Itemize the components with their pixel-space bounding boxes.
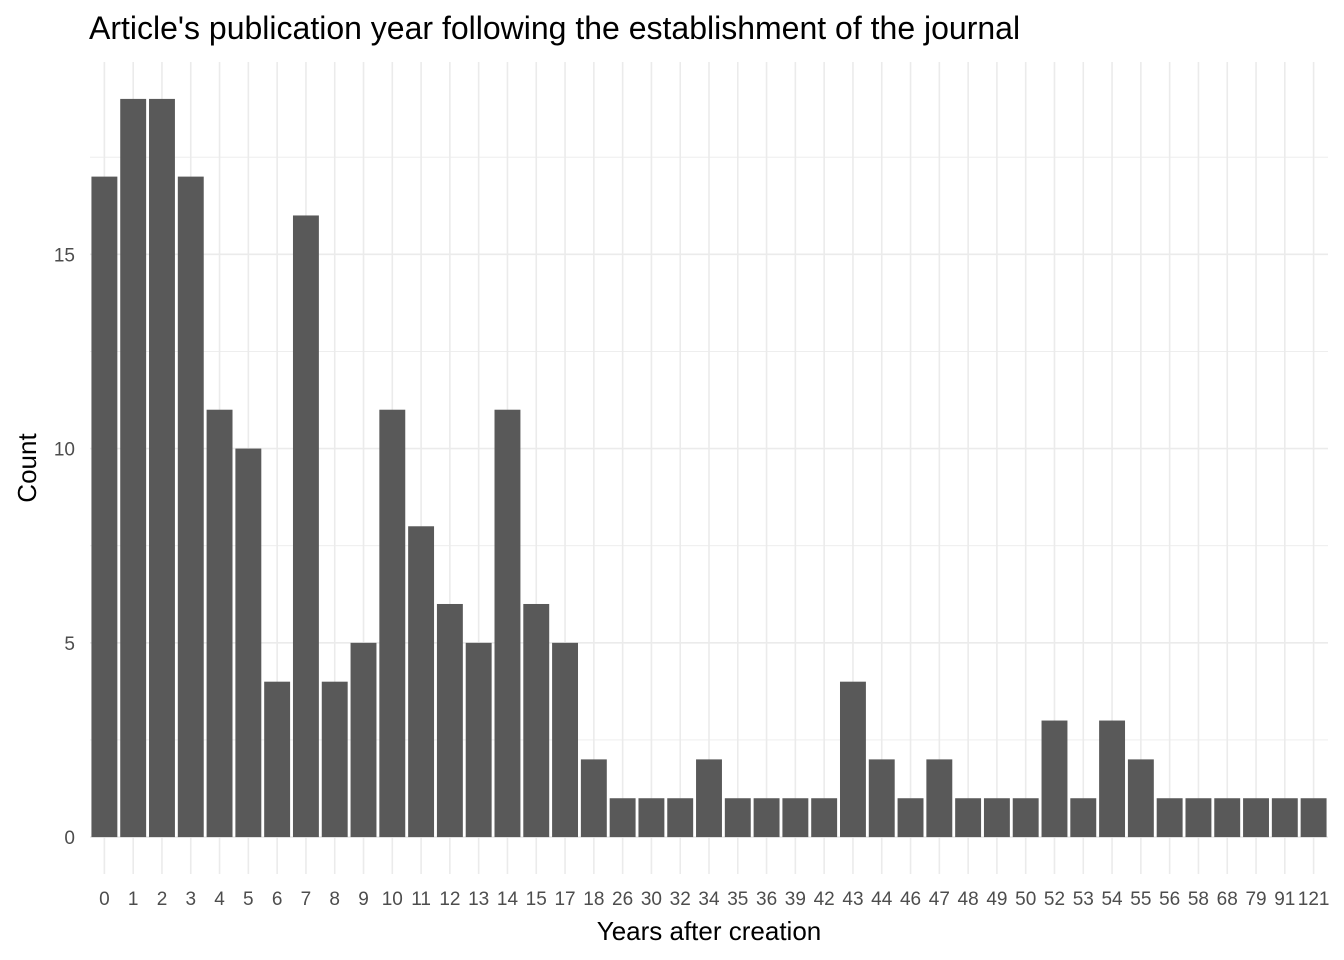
bar-4 — [206, 409, 233, 838]
bar-18 — [580, 759, 607, 838]
bar-42 — [811, 798, 838, 838]
x-tick-label: 53 — [1073, 889, 1094, 910]
x-tick-label: 50 — [1015, 889, 1036, 910]
bar-6 — [264, 681, 291, 838]
bar-2 — [149, 98, 175, 838]
bar-36 — [753, 798, 780, 838]
bar-55 — [1127, 759, 1154, 838]
x-tick-label: 2 — [157, 889, 168, 910]
chart-title: Article's publication year following the… — [89, 10, 1021, 46]
y-tick-label: 15 — [54, 245, 75, 266]
bar-14 — [494, 409, 521, 838]
bar-68 — [1214, 798, 1241, 838]
y-axis-ticks: 0 5 10 15 — [54, 245, 75, 849]
x-tick-label: 46 — [900, 889, 921, 910]
x-tick-label: 1 — [128, 889, 139, 910]
x-tick-label: 32 — [670, 889, 691, 910]
x-tick-label: 13 — [468, 889, 489, 910]
x-tick-label: 11 — [411, 889, 431, 910]
bar-30 — [638, 798, 665, 838]
bar-15 — [523, 603, 550, 838]
x-tick-label: 8 — [329, 889, 340, 910]
x-tick-label: 12 — [439, 889, 460, 910]
bar-32 — [667, 798, 694, 838]
bar-5 — [235, 448, 262, 838]
x-tick-label: 42 — [814, 889, 835, 910]
x-tick-label: 58 — [1188, 889, 1209, 910]
bar-11 — [408, 526, 435, 838]
x-tick-label: 9 — [358, 889, 369, 910]
bar-26 — [609, 798, 636, 838]
bar-79 — [1243, 798, 1269, 838]
x-tick-label: 49 — [986, 889, 1007, 910]
x-tick-label: 68 — [1217, 889, 1238, 910]
x-tick-label: 26 — [612, 889, 633, 910]
bar-47 — [926, 759, 953, 838]
x-tick-label: 52 — [1044, 889, 1065, 910]
bar-8 — [321, 681, 348, 838]
y-tick-label: 10 — [54, 440, 75, 461]
bar-39 — [782, 798, 809, 838]
bar-50 — [1012, 798, 1039, 838]
x-tick-label: 91 — [1274, 889, 1295, 910]
x-tick-label: 34 — [698, 889, 720, 910]
x-tick-label: 43 — [842, 889, 863, 910]
bar-121 — [1300, 798, 1327, 838]
x-tick-label: 14 — [497, 889, 519, 910]
x-tick-label: 55 — [1130, 889, 1151, 910]
x-tick-label: 10 — [382, 889, 403, 910]
x-tick-label: 48 — [958, 889, 979, 910]
bar-17 — [552, 642, 579, 838]
bar-48 — [955, 798, 982, 838]
bar-9 — [350, 642, 377, 838]
x-tick-label: 5 — [243, 889, 254, 910]
bar-34 — [696, 759, 722, 838]
x-tick-label: 47 — [929, 889, 950, 910]
bar-56 — [1156, 798, 1183, 838]
x-tick-label: 54 — [1101, 889, 1123, 910]
bar-58 — [1185, 798, 1212, 838]
x-tick-label: 35 — [727, 889, 748, 910]
x-tick-label: 7 — [301, 889, 312, 910]
bar-52 — [1041, 720, 1068, 838]
bar-35 — [724, 798, 751, 838]
bar-13 — [465, 642, 492, 838]
x-tick-label: 15 — [526, 889, 547, 910]
bar-49 — [983, 798, 1010, 838]
bar-54 — [1099, 720, 1126, 838]
x-tick-label: 17 — [554, 889, 575, 910]
x-tick-label: 4 — [214, 889, 225, 910]
bar-44 — [868, 759, 895, 838]
bar-10 — [379, 409, 406, 838]
bar-3 — [177, 176, 204, 838]
x-tick-label: 6 — [272, 889, 283, 910]
x-tick-label: 39 — [785, 889, 806, 910]
x-tick-label: 79 — [1245, 889, 1266, 910]
x-tick-label: 3 — [185, 889, 196, 910]
bar-46 — [897, 798, 924, 838]
x-tick-label: 36 — [756, 889, 777, 910]
bar-0 — [91, 176, 118, 838]
y-axis-title: Count — [12, 433, 42, 503]
bar-12 — [436, 603, 463, 838]
bars — [91, 98, 1327, 838]
x-tick-label: 30 — [641, 889, 662, 910]
x-tick-label: 56 — [1159, 889, 1180, 910]
x-axis-ticks: 0 1 2 3 4 5 6 7 8 9 10 11 12 13 14 15 17 18 26 30 32 34 35 36 39… — [99, 889, 1329, 910]
x-tick-label: 18 — [583, 889, 604, 910]
bar-91 — [1271, 798, 1298, 838]
y-tick-label: 5 — [64, 634, 75, 655]
x-tick-label: 121 — [1298, 889, 1330, 910]
bar-43 — [839, 681, 866, 838]
x-axis-title: Years after creation — [597, 916, 822, 946]
x-tick-label: 44 — [871, 889, 893, 910]
x-tick-label: 0 — [99, 889, 110, 910]
bar-53 — [1070, 798, 1097, 838]
bar-7 — [292, 215, 319, 838]
bar-1 — [120, 98, 147, 838]
y-tick-label: 0 — [64, 828, 75, 849]
